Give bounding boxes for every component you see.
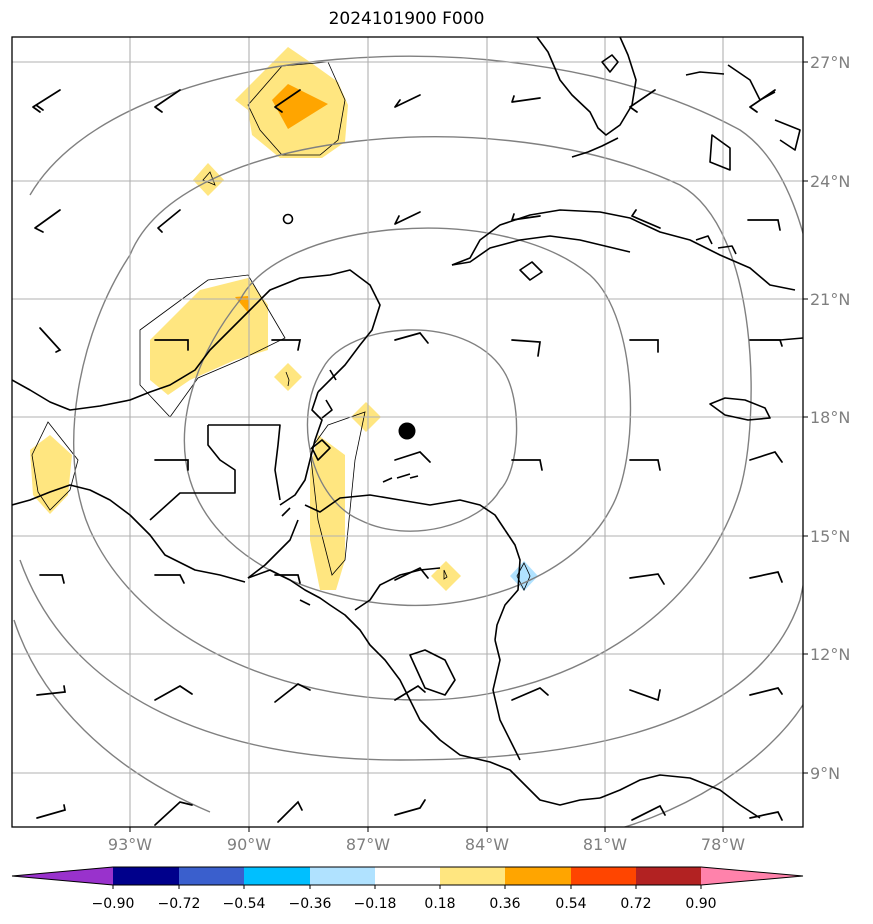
colorbar-segment bbox=[701, 867, 803, 885]
storm-center-marker bbox=[398, 422, 416, 440]
lat-ticks bbox=[803, 61, 808, 774]
lat-label: 27°N bbox=[810, 53, 850, 72]
colorbar-segment bbox=[179, 867, 244, 885]
colorbar-segment bbox=[310, 867, 375, 885]
lon-label: 78°W bbox=[701, 835, 745, 854]
lon-ticks bbox=[129, 827, 724, 832]
colorbar-label: −0.36 bbox=[289, 896, 332, 912]
lat-label: 24°N bbox=[810, 172, 850, 191]
gridlines bbox=[12, 37, 803, 827]
colorbar-label: 0.18 bbox=[424, 896, 455, 912]
colorbar-segment bbox=[505, 867, 571, 885]
lat-label: 18°N bbox=[810, 408, 850, 427]
colorbar-segment bbox=[440, 867, 505, 885]
coastlines bbox=[12, 37, 803, 819]
colorbar-label: −0.18 bbox=[354, 896, 397, 912]
lon-label: 87°W bbox=[346, 835, 390, 854]
colorbar-label: 0.54 bbox=[555, 896, 586, 912]
lat-label: 21°N bbox=[810, 290, 850, 309]
wind-barbs bbox=[32, 89, 783, 826]
lat-label: 9°N bbox=[810, 764, 840, 783]
colorbar-segment bbox=[375, 867, 440, 885]
colorbar-segment bbox=[113, 867, 179, 885]
colorbar-label: −0.54 bbox=[223, 896, 266, 912]
colorbar-label: −0.72 bbox=[158, 896, 201, 912]
map-frame bbox=[11, 36, 804, 828]
colorbar-label: 0.36 bbox=[489, 896, 520, 912]
colorbar-label: −0.90 bbox=[92, 896, 135, 912]
colorbar-segment bbox=[244, 867, 310, 885]
lon-label: 81°W bbox=[583, 835, 627, 854]
lon-label: 93°W bbox=[108, 835, 152, 854]
colorbar-segment bbox=[636, 867, 701, 885]
lon-label: 90°W bbox=[227, 835, 271, 854]
colorbar-segment bbox=[12, 867, 113, 885]
colorbar-label: 0.90 bbox=[685, 896, 716, 912]
colorbar: −0.90 −0.72 −0.54 −0.36 −0.18 0.18 0.36 0.54 0.7… bbox=[11, 866, 804, 912]
lat-label: 12°N bbox=[810, 645, 850, 664]
lat-label: 15°N bbox=[810, 527, 850, 546]
colorbar-label: 0.72 bbox=[620, 896, 651, 912]
lon-label: 84°W bbox=[465, 835, 509, 854]
colorbar-segment bbox=[571, 867, 636, 885]
map-title: 2024101900 F000 bbox=[328, 9, 485, 29]
